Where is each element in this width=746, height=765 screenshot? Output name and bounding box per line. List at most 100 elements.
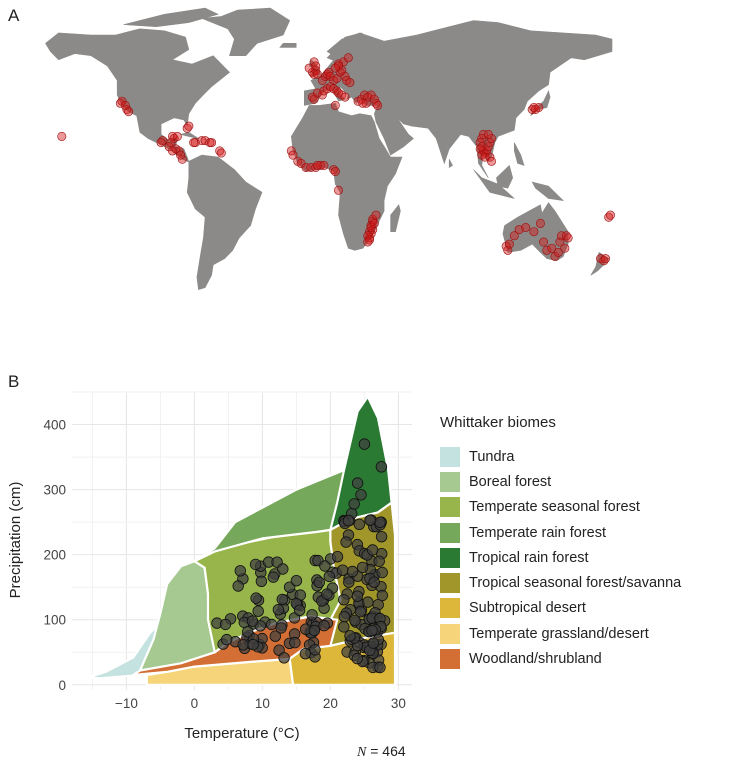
climate-point	[293, 604, 306, 617]
map-point	[363, 237, 373, 247]
map-point	[605, 210, 615, 220]
legend-item: Temperate grassland/desert	[440, 621, 681, 646]
land-north-america	[45, 28, 230, 164]
map-point	[301, 163, 311, 173]
legend-swatch	[440, 446, 460, 467]
legend-swatch	[440, 598, 460, 619]
biome-polygons	[87, 395, 397, 686]
land-eurasia	[304, 20, 613, 178]
y-tick-label: 100	[43, 613, 66, 628]
map-point	[521, 223, 531, 233]
map-point	[483, 129, 493, 139]
map-point	[333, 185, 343, 195]
map-occurrence-points	[57, 53, 615, 266]
land-iceland	[279, 43, 297, 48]
climate-point	[246, 615, 259, 627]
climate-point	[338, 621, 350, 633]
climate-point	[375, 461, 388, 473]
legend-swatch	[440, 649, 460, 670]
legend-items: Tundra Boreal forest Temperate seasonal fo…	[440, 444, 681, 672]
legend-label: Temperate seasonal forest	[469, 499, 640, 516]
land-greenland	[201, 7, 291, 56]
legend-label: Tundra	[469, 448, 515, 465]
map-point	[504, 239, 514, 249]
land-arctic-islands	[123, 7, 219, 28]
climate-point	[368, 576, 380, 588]
map-point	[176, 150, 186, 160]
legend-label: Boreal forest	[469, 473, 552, 490]
x-tick-label: −10	[115, 696, 138, 711]
climate-point	[290, 575, 303, 587]
map-point	[330, 167, 340, 177]
climate-point	[338, 611, 351, 623]
map-point	[216, 148, 226, 158]
map-point	[560, 243, 570, 253]
climate-point	[366, 624, 378, 637]
climate-point	[237, 639, 249, 651]
climate-point	[373, 555, 385, 568]
legend-swatch	[440, 522, 460, 543]
climate-point	[351, 590, 364, 602]
legend-swatch	[440, 471, 460, 492]
climate-point	[219, 618, 232, 631]
map-point	[371, 210, 381, 220]
map-point	[330, 100, 340, 110]
land-masses	[45, 7, 613, 290]
legend-swatch	[440, 547, 460, 568]
climate-point	[267, 571, 280, 583]
climate-point	[275, 622, 287, 634]
map-point	[556, 231, 566, 241]
climate-point	[338, 594, 350, 606]
legend-label: Temperate grassland/desert	[469, 625, 649, 642]
climate-point	[348, 498, 360, 510]
map-point	[547, 243, 557, 253]
map-point	[345, 78, 355, 88]
map-point	[600, 254, 610, 264]
x-tick-label: 20	[323, 696, 338, 711]
legend-item: Subtropical desert	[440, 596, 681, 621]
legend-item: Tropical rain forest	[440, 545, 681, 570]
x-tick-label: 30	[391, 696, 406, 711]
world-map	[45, 7, 615, 290]
legend-label: Tropical rain forest	[469, 549, 589, 566]
land-south-america	[186, 154, 263, 290]
climate-point	[276, 593, 289, 606]
climate-point	[343, 576, 355, 588]
climate-point	[342, 515, 355, 527]
map-point	[311, 61, 321, 71]
legend-item: Boreal forest	[440, 469, 681, 494]
map-point	[120, 100, 130, 110]
climate-point	[234, 565, 247, 577]
climate-point	[308, 624, 321, 637]
sample-size-note: N = 464	[357, 743, 406, 761]
sample-size-symbol: N	[357, 745, 367, 760]
legend-swatch	[440, 497, 460, 518]
map-point	[535, 218, 545, 228]
climate-point	[354, 606, 367, 618]
map-point	[189, 138, 199, 148]
climate-point	[331, 551, 344, 563]
y-tick-label: 0	[58, 678, 66, 693]
climate-point	[309, 644, 321, 656]
map-point	[340, 92, 350, 102]
climate-point	[375, 531, 388, 543]
climate-point	[376, 566, 388, 579]
land-new-guinea	[531, 181, 565, 202]
land-indonesia	[473, 169, 515, 199]
map-point	[330, 63, 340, 73]
climate-point	[362, 596, 374, 608]
biome-legend: Whittaker biomes Tundra Boreal forest Temp…	[440, 414, 681, 672]
legend-item: Tundra	[440, 444, 681, 469]
map-point	[361, 98, 371, 108]
legend-swatch	[440, 573, 460, 594]
x-tick-label: 0	[191, 696, 199, 711]
land-australia	[502, 202, 569, 262]
map-point	[369, 218, 379, 228]
legend-label: Subtropical desert	[469, 600, 586, 617]
climate-point	[374, 661, 386, 674]
y-tick-label: 300	[43, 483, 66, 498]
climate-point	[353, 518, 366, 531]
map-point	[563, 233, 573, 243]
climate-point	[374, 516, 386, 529]
